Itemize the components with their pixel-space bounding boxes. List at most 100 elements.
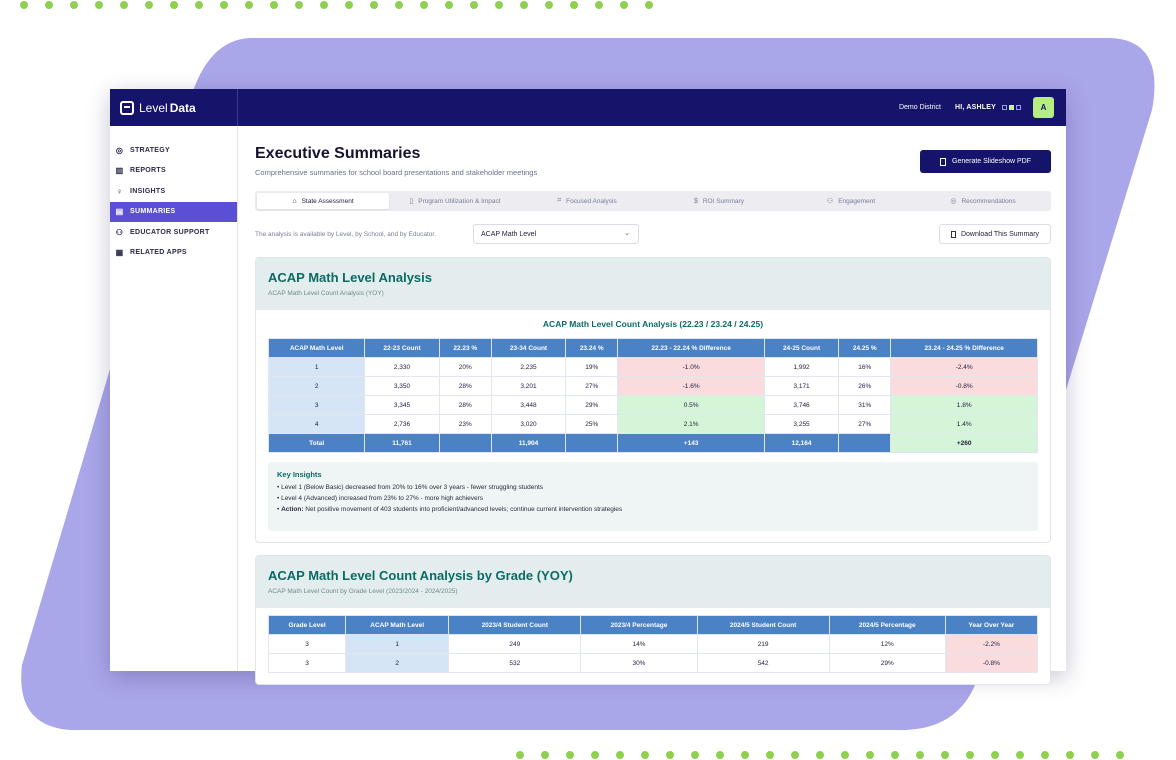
table-cell: 14% (580, 634, 698, 654)
table-cell: 29% (828, 653, 946, 673)
table-cell: 1,992 (763, 357, 840, 377)
download-summary-button[interactable]: Download This Summary (939, 224, 1051, 244)
table-cell: 532 (448, 653, 582, 673)
table-cell: 29% (565, 395, 619, 415)
bar-chart-icon: ▥ (115, 166, 124, 176)
user-area: Demo District HI, ASHLEY A (899, 97, 1066, 118)
generate-pdf-button[interactable]: Generate Slideshow PDF (920, 150, 1051, 173)
avatar[interactable]: A (1033, 97, 1054, 118)
total-cell (565, 433, 619, 453)
table-cell: 2,330 (364, 357, 440, 377)
column-header[interactable]: 22.23 - 22.24 % Difference (617, 338, 765, 358)
tab-engagement[interactable]: ⚇ Engagement (785, 193, 917, 209)
column-header[interactable]: 2023/4 Student Count (448, 615, 582, 635)
column-header[interactable]: 23-34 Count (490, 338, 567, 358)
table-cell: -0.8% (944, 653, 1039, 673)
logo-icon (120, 100, 134, 115)
tab-state-assessment[interactable]: ⌂ State Assessment (257, 193, 389, 209)
table-cell: 1.4% (890, 414, 1038, 434)
column-header[interactable]: 23.24 - 24.25 % Difference (890, 338, 1038, 358)
insight-line: • Level 1 (Below Basic) decreased from 2… (277, 484, 544, 491)
tab-label: Focused Analysis (566, 197, 617, 205)
target-icon: ◎ (950, 198, 957, 205)
grid-icon: ▦ (115, 248, 124, 258)
sidebar-item-strategy[interactable]: ◎ STRATEGY (110, 140, 237, 161)
action-label: Action: (281, 506, 304, 513)
tab-label: Recommendations (961, 197, 1016, 205)
generate-pdf-label: Generate Slideshow PDF (952, 158, 1031, 165)
district-name[interactable]: Demo District (898, 104, 941, 111)
column-header[interactable]: ACAP Math Level (345, 615, 450, 635)
tab-recommendations[interactable]: ◎ Recommendations (917, 193, 1049, 209)
table-row: 1 2,330 20% 2,235 19% -1.0% 1,992 16% -2.4% (267, 357, 1038, 377)
table-total-row: Total 11,761 11,904 +143 12,164 +260 (267, 433, 1038, 453)
total-cell: 11,761 (364, 433, 440, 453)
sidebar-item-reports[interactable]: ▥ REPORTS (110, 161, 237, 182)
column-header[interactable]: 2024/5 Percentage (828, 615, 946, 635)
sidebar-item-educator-support[interactable]: ⚇ EDUCATOR SUPPORT (110, 222, 237, 243)
table-cell: 3,746 (763, 395, 840, 415)
total-cell: +143 (617, 433, 765, 453)
book-icon: ▯ (409, 198, 414, 205)
brand-suffix: Data (169, 100, 196, 115)
grade-count-table: Grade Level ACAP Math Level 2023/4 Student… (267, 615, 1039, 673)
users-icon: ⚇ (115, 227, 124, 237)
status-dot-icon (1016, 105, 1021, 110)
total-cell: 12,164 (763, 433, 840, 453)
lightbulb-icon: ♀ (116, 186, 123, 196)
table-cell: 28% (438, 376, 492, 396)
table-cell: 31% (838, 395, 892, 415)
sidebar-item-label: SUMMARIES (130, 208, 176, 216)
content-area: The analysis is available by Level, by S… (255, 126, 1051, 685)
column-header[interactable]: 2023/4 Percentage (580, 615, 698, 635)
document-icon: ▤ (115, 207, 124, 217)
column-header[interactable]: Year Over Year (944, 615, 1039, 635)
table-cell: 1.8% (890, 395, 1038, 415)
table-cell: 19% (565, 357, 619, 377)
column-header[interactable]: ACAP Math Level (267, 338, 366, 358)
column-header[interactable]: Grade Level (267, 615, 347, 635)
sidebar-item-insights[interactable]: ♀ INSIGHTS (110, 181, 237, 202)
download-label: Download This Summary (960, 230, 1040, 238)
table-cell: 2 (267, 376, 366, 396)
total-cell (438, 433, 492, 453)
card-subtitle: ACAP Math Level Count by Grade Level (20… (268, 588, 458, 595)
table-cell: 3,350 (364, 376, 440, 396)
key-insights: Key Insights • Level 1 (Below Basic) dec… (268, 462, 1038, 531)
column-header[interactable]: 24-25 Count (763, 338, 840, 358)
column-header[interactable]: 22-23 Count (364, 338, 440, 358)
brand-prefix: Level (139, 100, 168, 115)
main-content: Executive Summaries Comprehensive summar… (255, 126, 1051, 671)
table-cell: 12% (828, 634, 946, 654)
table-cell: 2,235 (490, 357, 567, 377)
table-row: 3 2 532 30% 542 29% -0.8% (267, 653, 1039, 673)
table-cell: 26% (838, 376, 892, 396)
column-header[interactable]: 2024/5 Student Count (696, 615, 830, 635)
download-icon (950, 230, 956, 238)
column-header[interactable]: 24.25 % (838, 338, 892, 358)
user-greeting: HI, ASHLEY (954, 104, 996, 111)
target-icon: ◎ (115, 145, 124, 155)
sidebar-item-summaries[interactable]: ▤ SUMMARIES (110, 201, 237, 222)
card-title: ACAP Math Level Analysis (268, 270, 432, 285)
tab-program-utilization[interactable]: ▯ Program Utilization & Impact (389, 193, 521, 209)
tab-roi-summary[interactable]: $ ROI Summary (653, 193, 785, 209)
summary-tabs: ⌂ State Assessment ▯ Program Utilization &… (255, 191, 1051, 211)
table-header-row: ACAP Math Level 22-23 Count 22.23 % 23-34 C… (267, 338, 1038, 358)
table-cell: 3 (267, 395, 366, 415)
column-header[interactable]: 22.23 % (438, 338, 492, 358)
card-header: ACAP Math Level Analysis ACAP Math Level… (256, 258, 1050, 310)
page-title: Executive Summaries (255, 145, 421, 162)
table-cell: 25% (565, 414, 619, 434)
level-select[interactable]: ACAP Math Level ⌄ (473, 224, 639, 244)
column-header[interactable]: 23.24 % (565, 338, 619, 358)
table-cell: 23% (438, 414, 492, 434)
sidebar-item-related-apps[interactable]: ▦ RELATED APPS (110, 243, 237, 264)
brand-logo[interactable]: Level Data (110, 89, 238, 126)
decor-dots-bottom (516, 751, 1141, 759)
focus-icon: ⌗ (557, 197, 562, 204)
table-cell: 4 (267, 414, 366, 434)
tab-focused-analysis[interactable]: ⌗ Focused Analysis (521, 193, 653, 209)
top-navbar: Level Data Demo District HI, ASHLEY A (110, 89, 1066, 126)
